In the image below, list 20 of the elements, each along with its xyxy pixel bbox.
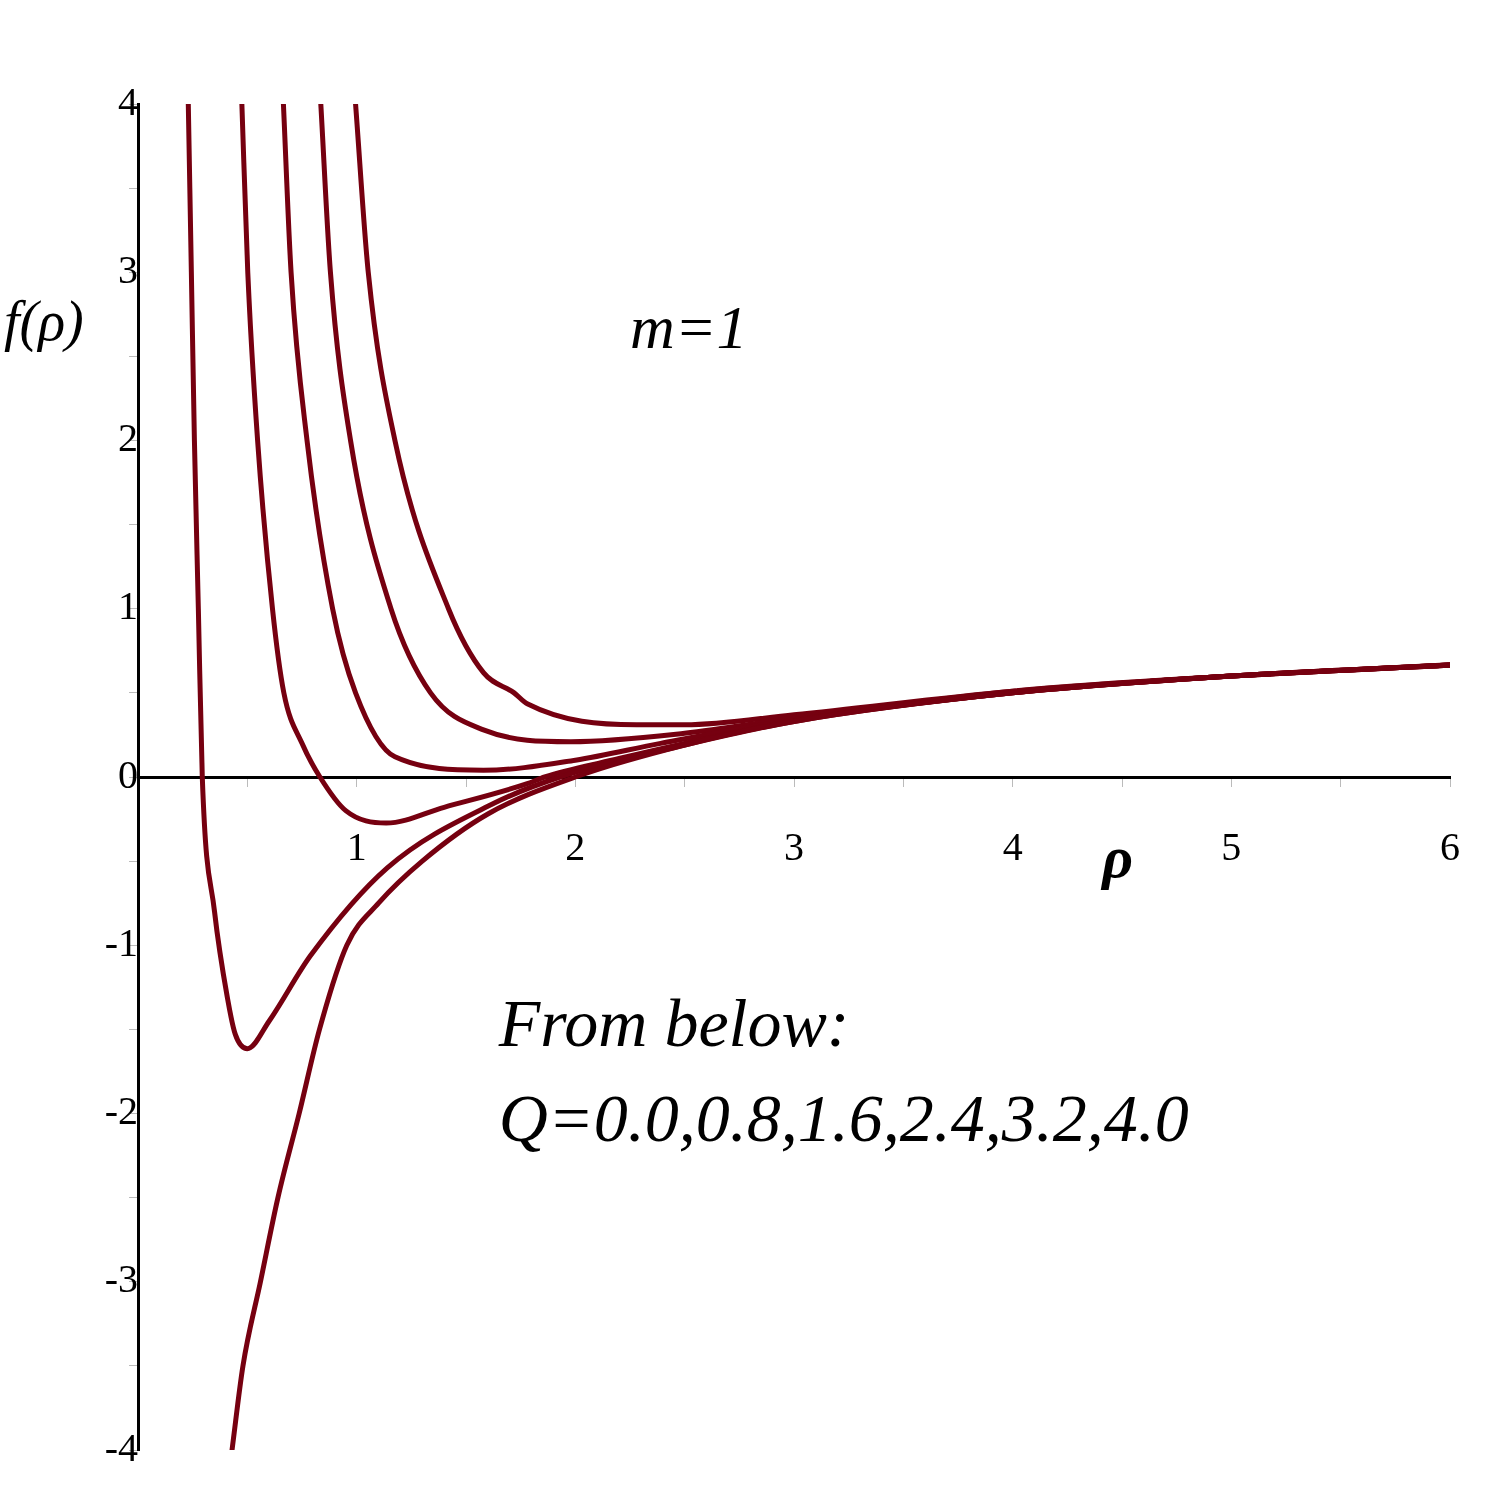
y-tick-label: 4 <box>118 78 138 124</box>
y-tick-label: -4 <box>104 1424 138 1470</box>
x-tick-label: 5 <box>1221 823 1242 869</box>
x-tick-label: 3 <box>784 823 804 869</box>
x-tick-label: 6 <box>1440 823 1460 869</box>
annotation: From below: <box>497 985 850 1062</box>
y-tick-label: -2 <box>104 1088 138 1133</box>
y-tick-label: 2 <box>118 415 138 460</box>
y-tick-label: -3 <box>104 1256 138 1302</box>
y-tick-label: 0 <box>118 751 138 797</box>
x-tick-label: 2 <box>565 823 586 869</box>
y-tick-label: 1 <box>118 583 138 629</box>
annotation: m=1 <box>630 292 748 361</box>
y-axis-title: f(ρ) <box>4 289 84 353</box>
x-tick-label: 1 <box>346 823 367 869</box>
x-axis-title: ρ <box>1100 824 1134 890</box>
annotation: Q=0.0,0.8,1.6,2.4,3.2,4.0 <box>498 1080 1189 1157</box>
y-tick-label: 3 <box>118 246 138 292</box>
y-tick-label: -1 <box>104 919 138 965</box>
x-tick-label: 4 <box>1002 823 1023 869</box>
